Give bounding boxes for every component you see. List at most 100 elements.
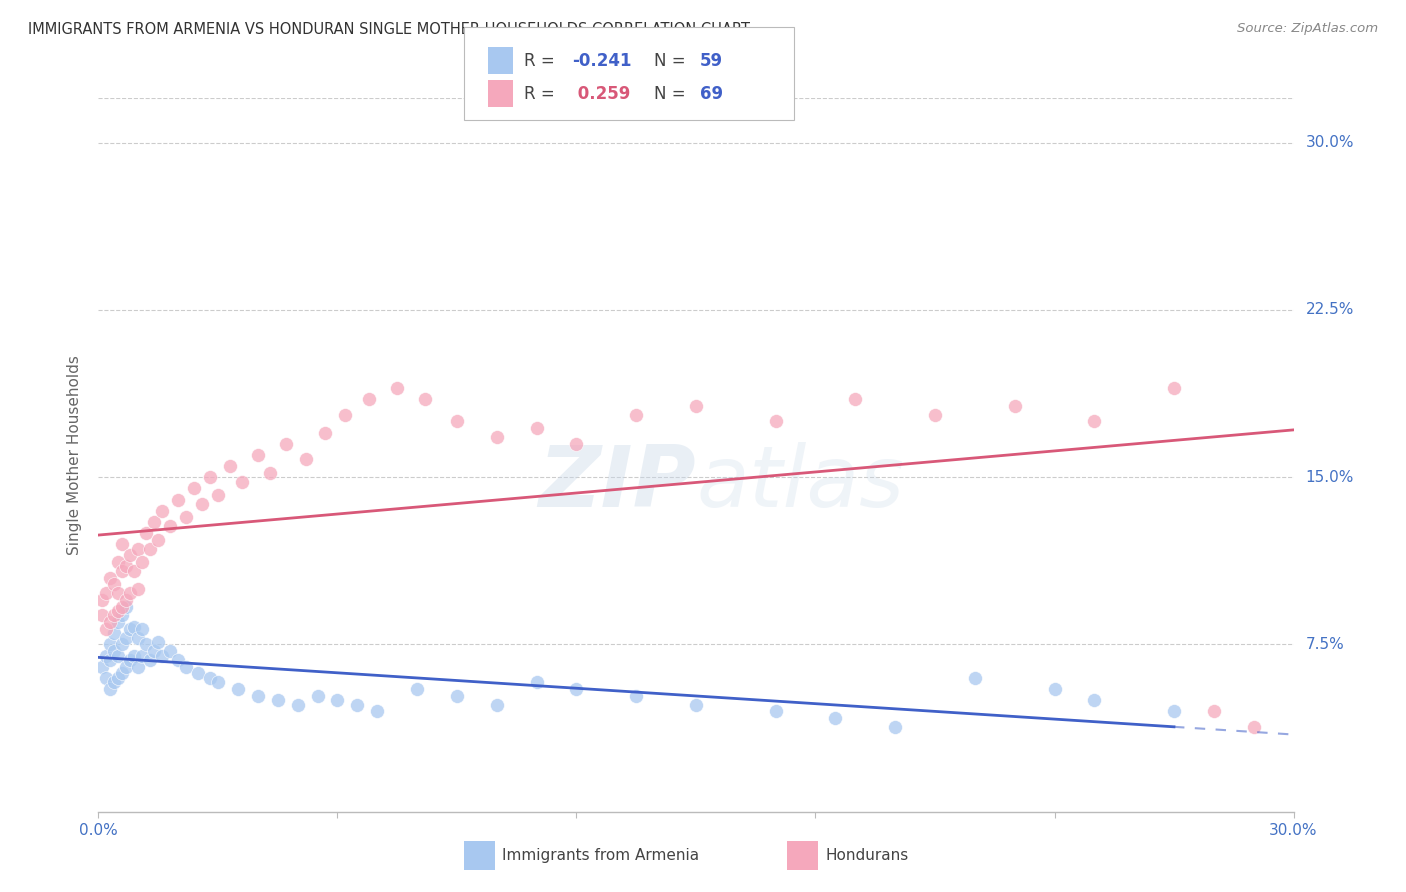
Point — [1243, 720, 1265, 734]
Point — [148, 533, 170, 547]
Point — [485, 430, 508, 444]
Point — [366, 705, 388, 719]
Point — [198, 470, 221, 484]
Point — [174, 510, 197, 524]
Point — [111, 608, 134, 623]
Text: ZIP: ZIP — [538, 442, 696, 525]
Point — [963, 671, 986, 685]
Point — [413, 392, 436, 407]
Point — [111, 537, 134, 551]
Text: R =: R = — [524, 85, 561, 103]
Point — [107, 671, 129, 685]
Point — [1163, 381, 1185, 395]
Point — [107, 555, 129, 569]
Point — [526, 675, 548, 690]
Point — [115, 559, 138, 574]
Point — [96, 622, 118, 636]
Text: 59: 59 — [700, 52, 723, 70]
Point — [1043, 681, 1066, 696]
Point — [446, 414, 468, 429]
Point — [198, 671, 221, 685]
Point — [685, 698, 707, 712]
Point — [96, 671, 118, 685]
Text: Immigrants from Armenia: Immigrants from Armenia — [502, 848, 699, 863]
Point — [91, 660, 114, 674]
Point — [98, 615, 122, 630]
Point — [485, 698, 508, 712]
Point — [565, 436, 588, 450]
Point — [267, 693, 290, 707]
Point — [191, 497, 214, 511]
Point — [187, 666, 209, 681]
Point — [103, 626, 125, 640]
Point — [131, 648, 153, 663]
Point — [107, 604, 129, 618]
Point — [115, 660, 138, 674]
Text: 0.259: 0.259 — [572, 85, 631, 103]
Point — [167, 653, 190, 667]
Text: 30.0%: 30.0% — [1305, 136, 1354, 150]
Text: N =: N = — [654, 85, 690, 103]
Point — [406, 681, 429, 696]
Point — [1083, 414, 1105, 429]
Y-axis label: Single Mother Households: Single Mother Households — [67, 355, 83, 555]
Point — [103, 644, 125, 658]
Point — [246, 448, 269, 462]
Point — [135, 526, 157, 541]
Point — [226, 681, 249, 696]
Point — [111, 637, 134, 651]
Point — [103, 577, 125, 591]
Point — [127, 541, 149, 556]
Text: 69: 69 — [700, 85, 723, 103]
Point — [315, 425, 337, 440]
Point — [1004, 399, 1026, 413]
Point — [565, 681, 588, 696]
Point — [884, 720, 907, 734]
Point — [91, 592, 114, 607]
Point — [120, 548, 142, 563]
Point — [359, 392, 381, 407]
Text: N =: N = — [654, 52, 690, 70]
Point — [143, 644, 166, 658]
Point — [98, 571, 122, 585]
Point — [103, 608, 125, 623]
Text: IMMIGRANTS FROM ARMENIA VS HONDURAN SINGLE MOTHER HOUSEHOLDS CORRELATION CHART: IMMIGRANTS FROM ARMENIA VS HONDURAN SING… — [28, 22, 751, 37]
Point — [326, 693, 349, 707]
Point — [924, 408, 946, 422]
Point — [624, 689, 647, 703]
Point — [685, 399, 707, 413]
Point — [107, 648, 129, 663]
Point — [231, 475, 253, 489]
Point — [107, 615, 129, 630]
Point — [115, 592, 138, 607]
Point — [124, 648, 146, 663]
Point — [207, 675, 229, 690]
Point — [103, 675, 125, 690]
Point — [159, 644, 181, 658]
Point — [207, 488, 229, 502]
Point — [120, 653, 142, 667]
Point — [131, 622, 153, 636]
Point — [115, 631, 138, 645]
Point — [1083, 693, 1105, 707]
Point — [219, 459, 242, 474]
Point — [96, 648, 118, 663]
Point — [274, 436, 297, 450]
Point — [824, 711, 846, 725]
Point — [91, 608, 114, 623]
Text: 22.5%: 22.5% — [1305, 302, 1354, 318]
Point — [624, 408, 647, 422]
Point — [167, 492, 190, 507]
Point — [844, 392, 866, 407]
Point — [526, 421, 548, 435]
Point — [135, 637, 157, 651]
Point — [1163, 705, 1185, 719]
Point — [111, 599, 134, 614]
Point — [98, 681, 122, 696]
Point — [174, 660, 197, 674]
Point — [143, 515, 166, 529]
Point — [127, 631, 149, 645]
Text: R =: R = — [524, 52, 561, 70]
Point — [148, 635, 170, 649]
Point — [107, 586, 129, 600]
